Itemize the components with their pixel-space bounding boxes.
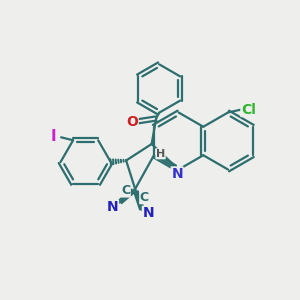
Text: H: H	[156, 149, 165, 159]
Text: C: C	[140, 190, 149, 204]
Text: Cl: Cl	[241, 103, 256, 116]
Text: N: N	[171, 167, 183, 181]
Text: C: C	[121, 184, 130, 197]
Text: I: I	[51, 129, 56, 144]
Text: N: N	[107, 200, 118, 214]
Text: N: N	[142, 206, 154, 220]
Text: O: O	[126, 115, 138, 128]
